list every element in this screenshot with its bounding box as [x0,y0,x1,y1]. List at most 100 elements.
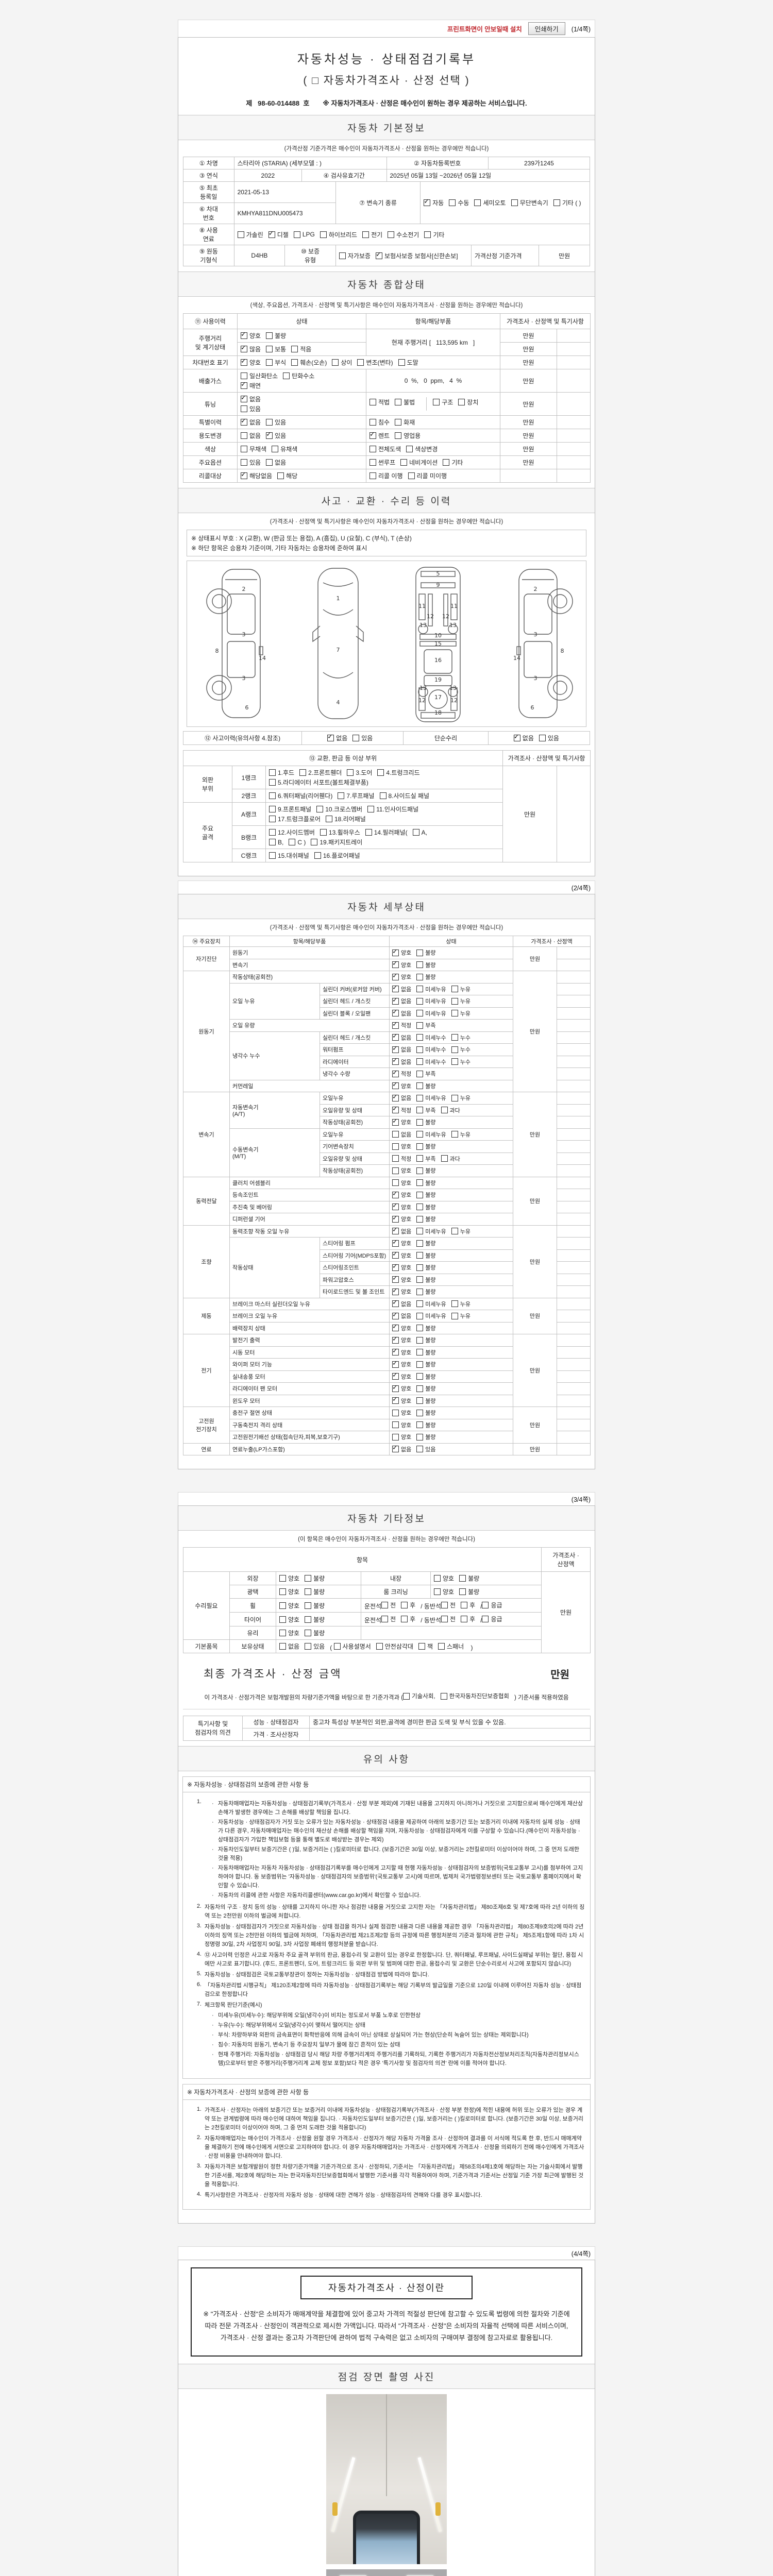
checkbox-unchecked[interactable]: C ) [289,839,306,846]
checkbox-unchecked[interactable]: 있음 [416,1445,436,1453]
checkbox-unchecked[interactable]: 8.사이드실 패널 [379,791,429,800]
checkbox-checked[interactable]: 양호 [392,1347,411,1357]
checkbox-checked[interactable]: 없음 [392,1093,411,1102]
checkbox-unchecked[interactable]: 누유 [451,1130,470,1139]
checkbox-unchecked[interactable]: 불량 [416,973,436,981]
checkbox-checked[interactable]: 양호 [392,1190,411,1199]
checkbox-unchecked[interactable]: 부족 [416,1106,436,1114]
checkbox-checked[interactable]: 없음 [392,1226,411,1235]
checkbox-unchecked[interactable]: 불량 [459,1574,479,1583]
checkbox-unchecked[interactable]: 무단변속기 [511,198,548,207]
checkbox-unchecked[interactable]: 불량 [416,1324,436,1332]
checkbox-unchecked[interactable]: 불량 [416,1166,436,1175]
checkbox-unchecked[interactable]: B, [269,839,283,846]
checkbox-unchecked[interactable]: 상이 [332,358,352,367]
checkbox-unchecked[interactable]: 11.인사이드패널 [367,805,418,814]
checkbox-checked[interactable]: 없음 [327,733,347,742]
checkbox-checked[interactable]: 양호 [392,1371,411,1381]
checkbox-checked[interactable]: 양호 [241,330,261,340]
checkbox-checked[interactable]: 없음 [392,996,411,1005]
checkbox-checked[interactable]: 양호 [392,1323,411,1332]
checkbox-unchecked[interactable]: 미세누유 [416,1227,446,1235]
checkbox-unchecked[interactable]: 양호 [434,1574,454,1583]
checkbox-unchecked[interactable]: 가솔린 [237,230,263,239]
checkbox-checked[interactable]: 양호 [392,1395,411,1405]
checkbox-unchecked[interactable]: 양호 [279,1574,299,1583]
checkbox-unchecked[interactable]: 미세누수 [416,1033,446,1042]
checkbox-unchecked[interactable]: 적법 [369,398,390,406]
checkbox-unchecked[interactable]: 불량 [266,331,286,340]
checkbox-unchecked[interactable]: 적음 [291,345,311,353]
checkbox-unchecked[interactable]: A, [412,829,427,836]
checkbox-unchecked[interactable]: 응급 [482,1601,502,1609]
checkbox-unchecked[interactable]: 미세누유 [416,997,446,1005]
checkbox-unchecked[interactable]: 전기 [362,230,382,239]
checkbox-unchecked[interactable]: 보통 [266,345,286,353]
checkbox-unchecked[interactable]: 3.도어 [347,768,372,777]
checkbox-unchecked[interactable]: 불량 [305,1574,325,1583]
checkbox-checked[interactable]: 없음 [241,417,261,427]
checkbox-checked[interactable]: 양호 [392,1238,411,1247]
checkbox-unchecked[interactable]: 불량 [416,1433,436,1441]
checkbox-unchecked[interactable]: 불량 [416,1118,436,1126]
checkbox-unchecked[interactable]: 도말 [398,358,418,367]
checkbox-unchecked[interactable]: 있음 [241,458,261,467]
checkbox-unchecked[interactable]: 미세누수 [416,1045,446,1054]
checkbox-checked[interactable]: 디젤 [268,229,289,239]
checkbox-unchecked[interactable]: 불량 [416,1336,436,1344]
checkbox-unchecked[interactable]: 불량 [416,1421,436,1429]
checkbox-unchecked[interactable]: 유채색 [272,445,297,453]
checkbox-unchecked[interactable]: 4.트렁크리드 [377,768,420,777]
checkbox-checked[interactable]: 많음 [241,344,261,353]
checkbox-unchecked[interactable]: 불량 [416,1251,436,1260]
checkbox-unchecked[interactable]: 양호 [392,1179,411,1187]
checkbox-unchecked[interactable]: 전 [381,1615,396,1623]
checkbox-unchecked[interactable]: 과다 [441,1155,460,1163]
checkbox-checked[interactable]: 있음 [266,430,286,440]
checkbox-unchecked[interactable]: 불량 [416,1397,436,1405]
checkbox-unchecked[interactable]: 누수 [451,1045,470,1054]
checkbox-unchecked[interactable]: 부족 [416,1021,436,1029]
checkbox-unchecked[interactable]: 전 [381,1601,396,1609]
checkbox-unchecked[interactable]: 불법 [395,398,415,406]
checkbox-unchecked[interactable]: 불량 [416,1203,436,1211]
checkbox-checked[interactable]: 없음 [392,1311,411,1320]
checkbox-unchecked[interactable]: 있음 [305,1642,325,1651]
checkbox-unchecked[interactable]: 수소전기 [388,230,419,239]
checkbox-checked[interactable]: 양호 [392,947,411,957]
checkbox-unchecked[interactable]: 있음 [539,734,559,742]
checkbox-checked[interactable]: 양호 [392,1214,411,1223]
checkbox-unchecked[interactable]: 부족 [416,1155,436,1163]
checkbox-unchecked[interactable]: 훼손(오손) [291,358,327,367]
checkbox-unchecked[interactable]: 불량 [416,1082,436,1090]
checkbox-unchecked[interactable]: 과다 [441,1106,460,1114]
checkbox-unchecked[interactable]: 6.쿼터패널(리어휀다) [269,791,332,800]
checkbox-unchecked[interactable]: 19.패키지트레이 [311,838,362,846]
checkbox-unchecked[interactable]: 색상변경 [406,445,438,453]
checkbox-unchecked[interactable]: 15.대쉬패널 [269,851,309,860]
checkbox-checked[interactable]: 적정 [392,1020,411,1029]
checkbox-unchecked[interactable]: 전체도색 [369,445,401,453]
checkbox-unchecked[interactable]: 양호 [279,1615,299,1624]
checkbox-unchecked[interactable]: 썬루프 [369,458,395,467]
checkbox-unchecked[interactable]: 양호 [392,1421,411,1429]
checkbox-unchecked[interactable]: 없음 [266,458,286,467]
checkbox-unchecked[interactable]: 안전삼각대 [376,1642,413,1651]
checkbox-unchecked[interactable]: 누유 [451,985,470,993]
checkbox-checked[interactable]: 양호 [392,1262,411,1272]
checkbox-unchecked[interactable]: 불량 [305,1601,325,1610]
checkbox-checked[interactable]: 없음 [392,984,411,993]
checkbox-checked[interactable]: 해당없음 [241,470,272,480]
checkbox-unchecked[interactable]: 누유 [451,1009,470,1018]
checkbox-checked[interactable]: 양호 [392,1359,411,1368]
checkbox-unchecked[interactable]: 12.사이드멤버 [269,828,315,837]
checkbox-unchecked[interactable]: 9.프론트패널 [269,805,311,814]
checkbox-unchecked[interactable]: 2.프론트휀더 [299,768,342,777]
checkbox-unchecked[interactable]: 일산화탄소 [241,371,278,380]
checkbox-checked[interactable]: 양호 [241,357,261,367]
checkbox-unchecked[interactable]: 불량 [416,1239,436,1247]
checkbox-unchecked[interactable]: 사용설명서 [333,1642,371,1651]
checkbox-checked[interactable]: 없음 [392,1298,411,1308]
checkbox-unchecked[interactable]: 16.플로어패널 [314,851,360,860]
checkbox-unchecked[interactable]: 있음 [352,734,373,742]
